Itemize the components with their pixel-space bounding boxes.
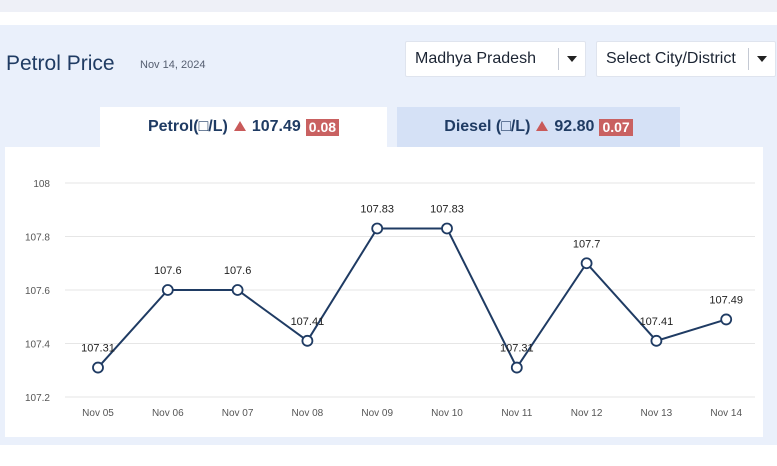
tab-diesel-label: Diesel (□/L) <box>444 118 531 135</box>
x-tick-label: Nov 13 <box>641 408 673 419</box>
data-label: 107.31 <box>500 343 534 355</box>
y-tick-label: 107.4 <box>25 340 50 351</box>
data-label: 107.49 <box>709 294 743 306</box>
y-tick-label: 108 <box>33 179 50 190</box>
tab-petrol-label: Petrol(□/L) <box>147 118 228 135</box>
chevron-down-icon[interactable] <box>559 56 585 62</box>
price-line-chart: 107.2 107.4 107.6 107.8 108 Nov 05 Nov 06 Nov 0… <box>25 179 755 419</box>
data-point <box>720 313 733 326</box>
data-label: 107.31 <box>81 343 115 355</box>
triangle-up-icon <box>536 121 549 131</box>
data-label: 107.41 <box>640 316 674 328</box>
page-title: Petrol Price <box>6 52 115 75</box>
triangle-up-icon <box>233 121 246 131</box>
x-tick-label: Nov 14 <box>710 408 742 419</box>
x-tick-label: Nov 07 <box>222 408 254 419</box>
data-point <box>231 284 244 296</box>
select-divider <box>748 48 749 70</box>
tab-diesel[interactable]: Diesel (□/L) 92.80 0.07 <box>397 107 680 147</box>
data-label: 107.83 <box>360 203 394 215</box>
tab-petrol-price: 107.49 <box>251 118 301 135</box>
data-point <box>161 284 174 296</box>
chevron-down-icon[interactable] <box>749 56 775 62</box>
y-tick-label: 107.6 <box>25 286 50 297</box>
price-date: Nov 14, 2024 <box>140 59 206 71</box>
x-tick-label: Nov 08 <box>292 408 324 419</box>
city-select[interactable]: Select City/District <box>596 41 776 77</box>
x-tick-label: Nov 10 <box>431 408 463 419</box>
select-divider <box>558 48 559 70</box>
data-point <box>441 222 453 235</box>
data-point <box>371 222 384 235</box>
tab-petrol-change-badge: 0.08 <box>305 118 340 136</box>
data-point <box>580 257 593 270</box>
data-point <box>650 334 663 347</box>
data-point <box>92 361 104 374</box>
chart-card: 107.2 107.4 107.6 107.8 108 Nov 05 Nov 06 Nov 0… <box>5 147 763 437</box>
state-select-value: Madhya Pradesh <box>415 50 536 67</box>
data-label: 107.6 <box>154 265 182 277</box>
tab-diesel-price: 92.80 <box>554 118 595 135</box>
data-label: 107.83 <box>430 203 464 215</box>
series-line <box>97 227 727 370</box>
data-label: 107.6 <box>224 265 252 277</box>
x-tick-label: Nov 12 <box>571 408 603 419</box>
state-select[interactable]: Madhya Pradesh <box>405 41 586 77</box>
tab-diesel-change-badge: 0.07 <box>599 118 633 136</box>
x-tick-label: Nov 09 <box>361 408 393 419</box>
data-point <box>301 334 314 347</box>
city-select-value: Select City/District <box>606 50 736 67</box>
y-tick-label: 107.8 <box>25 233 50 244</box>
x-tick-label: Nov 06 <box>152 408 184 419</box>
x-tick-label: Nov 11 <box>501 408 532 419</box>
data-label: 107.41 <box>291 316 325 328</box>
tab-petrol[interactable]: Petrol(□/L) 107.49 0.08 <box>100 107 387 147</box>
x-tick-label: Nov 05 <box>82 408 114 419</box>
data-label: 107.7 <box>573 238 601 250</box>
top-strip <box>0 0 777 12</box>
data-point <box>510 361 523 374</box>
y-tick-label: 107.2 <box>25 393 50 404</box>
